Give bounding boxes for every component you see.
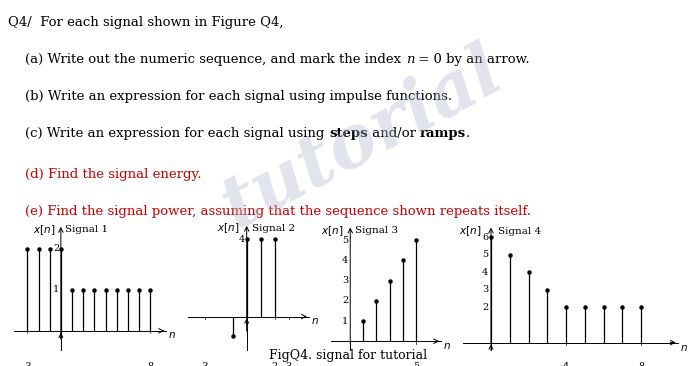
Text: Q4/  For each signal shown in Figure Q4,: Q4/ For each signal shown in Figure Q4, — [8, 16, 284, 29]
Text: ramps: ramps — [420, 127, 466, 140]
Text: .: . — [466, 127, 470, 140]
Text: (e) Find the signal power, assuming that the sequence shown repeats itself.: (e) Find the signal power, assuming that… — [8, 205, 531, 218]
Text: 5: 5 — [482, 250, 488, 259]
Text: 3: 3 — [342, 276, 348, 285]
Text: -3: -3 — [22, 362, 32, 366]
Text: n: n — [406, 53, 414, 66]
Text: 8: 8 — [638, 362, 644, 366]
Text: (c) Write an expression for each signal using: (c) Write an expression for each signal … — [8, 127, 329, 140]
Text: and/or: and/or — [367, 127, 420, 140]
Text: steps: steps — [329, 127, 367, 140]
Text: (d) Find the signal energy.: (d) Find the signal energy. — [8, 168, 202, 181]
Text: $x[n]$: $x[n]$ — [217, 221, 239, 235]
Text: $x[n]$: $x[n]$ — [459, 224, 482, 238]
Text: 1: 1 — [53, 285, 59, 294]
Text: 1: 1 — [342, 317, 348, 325]
Text: 5: 5 — [413, 362, 419, 366]
Text: -3: -3 — [200, 362, 209, 366]
Text: 6: 6 — [482, 232, 488, 242]
Text: (b) Write an expression for each signal using impulse functions.: (b) Write an expression for each signal … — [8, 90, 452, 103]
Text: 3: 3 — [285, 362, 292, 366]
Text: 4: 4 — [563, 362, 569, 366]
Text: 4: 4 — [342, 256, 348, 265]
Text: (a) Write out the numeric sequence, and mark the index: (a) Write out the numeric sequence, and … — [8, 53, 406, 66]
Text: Signal 4: Signal 4 — [498, 227, 541, 236]
Text: 8: 8 — [148, 362, 153, 366]
Text: FigQ4. signal for tutorial: FigQ4. signal for tutorial — [269, 349, 427, 362]
Text: $x[n]$: $x[n]$ — [322, 224, 344, 238]
Text: $x[n]$: $x[n]$ — [33, 223, 55, 237]
Text: Signal 3: Signal 3 — [356, 227, 399, 235]
Text: 2: 2 — [271, 362, 278, 366]
Text: 4: 4 — [238, 235, 244, 244]
Text: Signal 2: Signal 2 — [253, 224, 295, 232]
Text: 4: 4 — [482, 268, 488, 277]
Text: 5: 5 — [342, 236, 348, 245]
Text: $n$: $n$ — [681, 343, 688, 352]
Text: 3: 3 — [482, 285, 488, 294]
Text: 2: 2 — [342, 296, 348, 305]
Text: $n$: $n$ — [311, 315, 319, 326]
Text: $n$: $n$ — [443, 341, 451, 351]
Text: = 0 by an arrow.: = 0 by an arrow. — [414, 53, 530, 66]
Text: tutorial: tutorial — [209, 36, 514, 243]
Text: 2: 2 — [482, 303, 488, 312]
Text: 2: 2 — [53, 244, 59, 253]
Text: $n$: $n$ — [168, 330, 176, 340]
Text: Signal 1: Signal 1 — [65, 225, 109, 234]
